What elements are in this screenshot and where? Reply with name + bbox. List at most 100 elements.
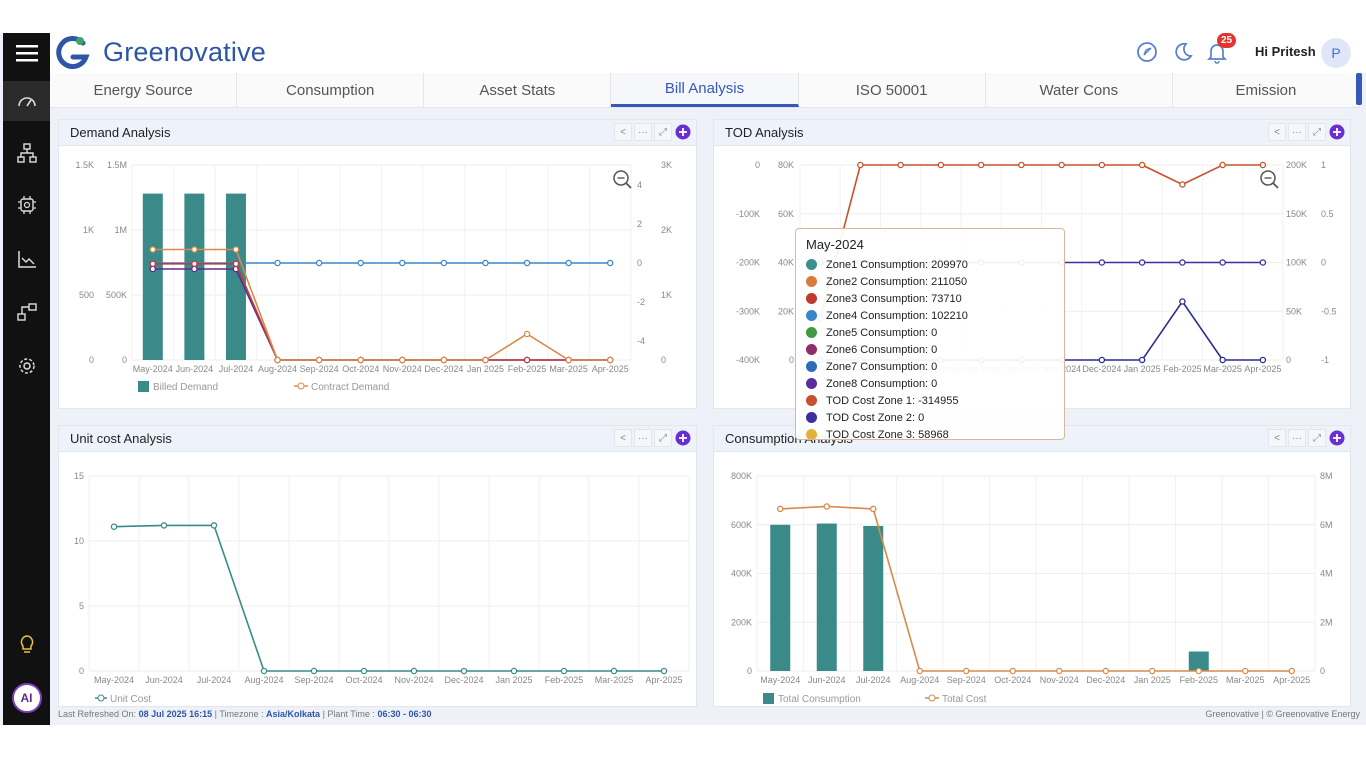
gear-icon[interactable]	[3, 346, 50, 386]
legend-label: Total Cost	[942, 694, 987, 705]
demand-chart[interactable]: 0 500 1K 1.5K 0 500K 1M 1.5M -4 -2 0 2 4 0 1K 2K 3K May-2…	[59, 145, 697, 409]
tooltip-row-label: Zone3 Consumption: 73710	[826, 292, 962, 305]
tooltip-row: TOD Cost Zone 3: 58968	[806, 426, 1054, 439]
y-tick-label: 0	[755, 160, 760, 170]
more-icon[interactable]: ···	[1288, 123, 1306, 141]
unit-cost-analysis-panel: Unit cost Analysis < ··· ⤢ 0 5 10 15 May-202…	[58, 425, 697, 707]
y-tick-label: 1.5K	[75, 160, 94, 170]
ai-assistant-icon[interactable]: AI	[3, 678, 50, 718]
add-icon[interactable]	[1328, 429, 1346, 447]
tab-energy-source[interactable]: Energy Source	[50, 73, 238, 107]
tooltip-row-label: Zone5 Consumption: 0	[826, 326, 938, 339]
consumption-chart[interactable]: 0 200K 400K 600K 800K 0 2M 4M 6M 8M May-2024 Jun-20…	[714, 451, 1351, 707]
dashboard-gauge-icon[interactable]	[3, 81, 50, 121]
y2-tick-label: 0	[1286, 355, 1291, 365]
share-icon[interactable]: <	[1268, 429, 1286, 447]
contract-demand-point	[191, 246, 198, 253]
y-tick-label: 80K	[778, 160, 794, 170]
total-cost-point	[1288, 667, 1296, 675]
zone-consumption-point	[1259, 356, 1267, 364]
sidebar: AI	[3, 33, 50, 725]
tab-bar: Energy Source Consumption Asset Stats Bi…	[50, 73, 1360, 108]
expand-icon[interactable]: ⤢	[1308, 123, 1326, 141]
lightbulb-icon[interactable]	[3, 624, 50, 664]
y-tick-label: 500K	[106, 290, 127, 300]
y-tick-label: 1.5M	[107, 160, 127, 170]
expand-icon[interactable]: ⤢	[654, 123, 672, 141]
user-greeting[interactable]: Hi Pritesh	[1255, 44, 1316, 59]
panel-title: TOD Analysis	[725, 125, 804, 140]
bar	[184, 193, 205, 360]
tooltip-row-label: Zone8 Consumption: 0	[826, 377, 938, 390]
tab-iso-50001[interactable]: ISO 50001	[799, 73, 986, 107]
y2-tick-label: 50K	[1286, 306, 1302, 316]
unit-cost-point	[460, 667, 468, 675]
panel-header: Demand Analysis < ··· ⤢	[59, 120, 696, 146]
x-tick-label: Nov-2024	[383, 364, 422, 374]
tod-chart[interactable]: -400K-300K-200K-100K0020K40K60K80K050K10…	[714, 145, 1351, 409]
tooltip-row-label: TOD Cost Zone 1: -314955	[826, 394, 959, 407]
tab-consumption[interactable]: Consumption	[237, 73, 425, 107]
y-tick-label: 60K	[778, 209, 794, 219]
dark-mode-icon[interactable]	[1172, 41, 1194, 63]
tod-cost-zone-1-point	[1018, 161, 1025, 169]
x-tick-label: Dec-2024	[1086, 675, 1125, 685]
unit-cost-point	[260, 667, 268, 675]
x-tick-label: Apr-2025	[645, 675, 682, 685]
timezone-label: | Timezone :	[214, 709, 264, 719]
contract-demand-point	[315, 356, 323, 364]
share-icon[interactable]: <	[1268, 123, 1286, 141]
total-cost-point	[823, 503, 831, 510]
hierarchy-icon[interactable]	[3, 133, 50, 173]
more-icon[interactable]: ···	[634, 123, 652, 141]
share-icon[interactable]: <	[614, 429, 632, 447]
tab-scrollbar[interactable]	[1356, 73, 1362, 105]
flow-icon[interactable]	[3, 292, 50, 332]
zoom-icon-handle	[625, 182, 632, 189]
y2-tick-label: 150K	[1286, 209, 1307, 219]
add-icon[interactable]	[674, 123, 692, 141]
tooltip-series-dot	[806, 429, 817, 439]
tab-bill-analysis[interactable]: Bill Analysis	[611, 73, 799, 107]
bar	[225, 193, 246, 360]
avatar[interactable]: P	[1321, 38, 1351, 68]
line-chart-icon[interactable]	[3, 239, 50, 279]
total-cost-point	[1102, 667, 1109, 675]
app-frame: AI Greenovative 25 Hi Pritesh P Energy S…	[0, 33, 1366, 725]
tod-cost-zone-2-point	[1179, 259, 1186, 266]
tooltip-row-label: Zone4 Consumption: 102210	[826, 309, 968, 322]
tod-cost-zone-1-line	[819, 164, 1263, 319]
unit-cost-point	[560, 667, 568, 675]
plant-time-value: 06:30 - 06:30	[377, 709, 432, 719]
expand-icon[interactable]: ⤢	[654, 429, 672, 447]
y-tick-label: 15	[74, 471, 84, 481]
tab-water-cons[interactable]: Water Cons	[986, 73, 1173, 107]
tab-emission[interactable]: Emission	[1173, 73, 1360, 107]
y2-tick-label: 3K	[661, 160, 672, 170]
add-icon[interactable]	[674, 429, 692, 447]
contract-demand-point	[149, 246, 157, 253]
more-icon[interactable]: ···	[634, 429, 652, 447]
notification-count-badge: 25	[1217, 33, 1237, 48]
y-tick-label: -100K	[736, 209, 760, 219]
unit-cost-chart[interactable]: 0 5 10 15 May-2024 Jun-2024 Jul-2024 Aug-2024 Se…	[59, 451, 697, 707]
tooltip-row: Zone7 Consumption: 0	[806, 358, 1054, 375]
add-icon[interactable]	[1328, 123, 1346, 141]
x-tick-label: Jul-2024	[197, 675, 232, 685]
menu-icon[interactable]	[3, 33, 50, 73]
compass-icon[interactable]	[1136, 41, 1158, 63]
expand-icon[interactable]: ⤢	[1308, 429, 1326, 447]
tod-cost-zone-1-point	[857, 161, 864, 169]
bar	[863, 525, 884, 671]
more-icon[interactable]: ···	[1288, 429, 1306, 447]
refreshed-value: 08 Jul 2025 16:15	[138, 709, 213, 719]
x-tick-label: Oct-2024	[994, 675, 1031, 685]
timezone-value: Asia/Kolkata	[266, 709, 321, 719]
bar	[142, 193, 163, 360]
chip-icon[interactable]	[3, 185, 50, 225]
share-icon[interactable]: <	[614, 123, 632, 141]
zone-consumption-point	[1138, 356, 1146, 364]
tab-asset-stats[interactable]: Asset Stats	[424, 73, 612, 107]
demand-c-point	[357, 259, 364, 267]
y2-tick-label: 0	[637, 258, 642, 268]
